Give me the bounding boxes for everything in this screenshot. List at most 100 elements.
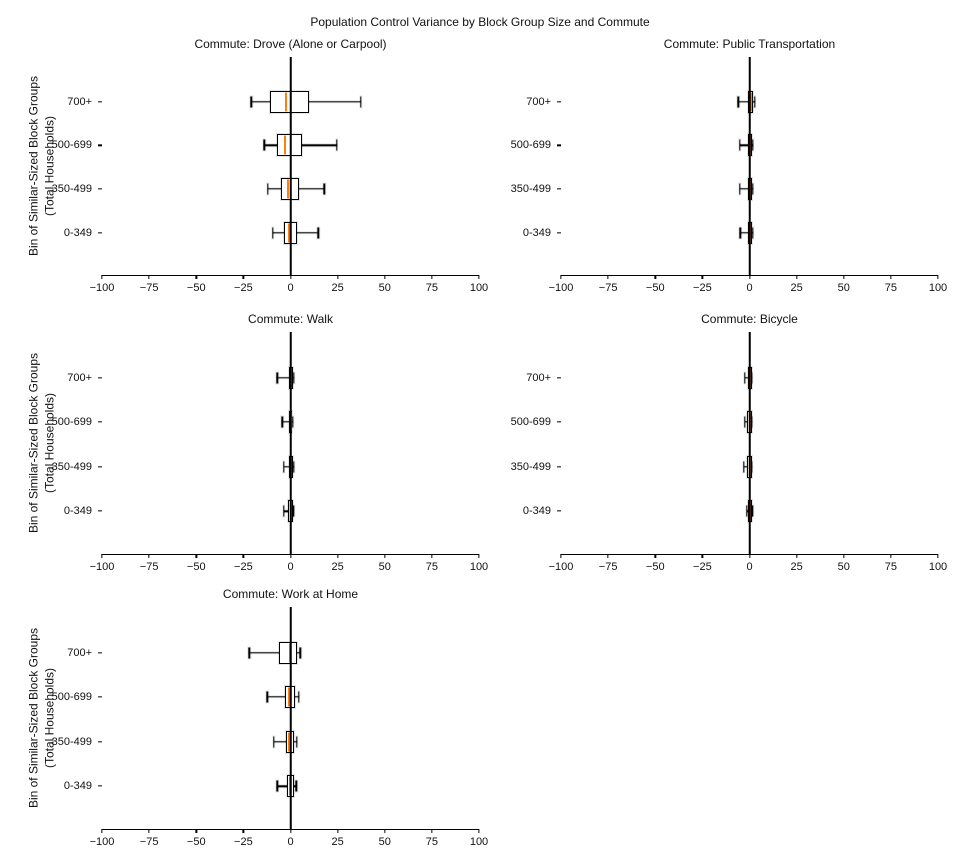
figure-title: Population Control Variance by Block Gro… <box>310 15 650 29</box>
category-label: 700+ <box>67 371 92 384</box>
zero-reference-line <box>289 332 292 554</box>
zero-reference-line <box>748 332 751 554</box>
y-tick <box>557 144 561 146</box>
whisker-cap-low <box>738 183 741 195</box>
x-tick <box>654 554 656 558</box>
whisker-line <box>283 465 294 468</box>
x-tick-label: −25 <box>693 561 712 573</box>
x-tick-label: 0 <box>287 561 294 573</box>
x-tick-label: 75 <box>425 282 438 294</box>
whisker-line <box>738 100 755 103</box>
median-line <box>288 687 291 707</box>
x-tick-label: 100 <box>928 561 948 573</box>
x-tick <box>242 554 245 558</box>
subplot-title: Commute: Public Transportation <box>663 37 836 51</box>
x-tick <box>560 275 562 279</box>
category-label: 500-699 <box>510 415 551 428</box>
x-tick-label: 100 <box>469 836 489 848</box>
whisker-cap-low <box>739 227 741 239</box>
category-label: 0-349 <box>63 780 92 793</box>
x-tick <box>431 275 433 279</box>
category-label: 0-349 <box>63 505 92 518</box>
whisker-line <box>740 232 753 234</box>
x-tick-label: 75 <box>425 836 438 848</box>
y-axis-label-line1: Bin of Similar-Sized Block Groups <box>26 75 41 257</box>
x-tick <box>795 275 798 279</box>
x-tick-label: 0 <box>746 282 753 294</box>
whisker-cap-high <box>292 505 295 517</box>
whisker-line <box>249 651 301 654</box>
x-tick-label: 50 <box>837 282 850 294</box>
subplot-drove: Commute: Drove (Alone or Carpool) Bin of… <box>26 37 488 294</box>
whisker-cap-low <box>744 372 746 383</box>
x-tick <box>654 275 656 279</box>
x-tick <box>795 554 798 558</box>
x-tick-label: −75 <box>139 561 159 573</box>
x-tick <box>195 829 197 833</box>
x-tick-label: 25 <box>331 282 344 294</box>
category-label: 350-499 <box>510 460 551 473</box>
y-tick <box>98 232 102 234</box>
whisker-cap-high <box>750 461 753 473</box>
x-tick-label: 100 <box>469 282 489 294</box>
x-tick <box>607 554 609 558</box>
x-tick <box>384 829 386 833</box>
whisker-cap-low <box>743 461 745 473</box>
category-label: 700+ <box>67 646 92 659</box>
x-tick <box>195 275 197 279</box>
y-axis-label: Bin of Similar-Sized Block Groups (Total… <box>26 628 57 808</box>
category-label: 700+ <box>526 371 551 384</box>
x-tick-label: 50 <box>378 282 391 294</box>
y-axis-label: Bin of Similar-Sized Block Groups (Total… <box>26 76 57 256</box>
y-axis-label-line2: (Total Households) <box>42 392 56 494</box>
y-tick <box>98 376 102 379</box>
x-tick <box>336 275 339 279</box>
x-tick <box>701 275 704 279</box>
whisker-line <box>273 740 297 743</box>
x-tick <box>748 275 751 279</box>
x-tick <box>890 554 892 558</box>
x-tick-label: 25 <box>331 561 344 573</box>
median-line <box>283 135 286 155</box>
whisker-cap-low <box>250 96 253 108</box>
whisker-cap-high <box>751 372 753 383</box>
subplot-public-transportation: Commute: Public Transportation −100 −75 −5… <box>511 37 948 294</box>
whisker-cap-low <box>266 691 268 703</box>
x-tick <box>478 554 480 558</box>
whisker-cap-high <box>299 647 301 658</box>
x-tick-label: −100 <box>548 561 574 573</box>
subplot-bicycle: Commute: Bicycle −100 −75 −50 −25 0 25 50 75 100… <box>511 312 948 573</box>
y-tick <box>557 510 561 512</box>
y-axis-label-line1: Bin of Similar-Sized Block Groups <box>26 352 41 534</box>
x-tick <box>890 275 892 279</box>
x-tick <box>384 554 386 558</box>
x-tick-label: 75 <box>425 561 438 573</box>
whisker-cap-low <box>744 416 746 428</box>
whisker-line <box>267 696 299 698</box>
whisker-cap-low <box>283 505 285 517</box>
x-tick-label: −75 <box>598 282 618 294</box>
y-tick <box>557 376 561 379</box>
whisker-cap-low <box>276 780 278 792</box>
whisker-cap-high <box>298 691 300 703</box>
x-tick <box>148 275 150 279</box>
x-tick <box>607 275 609 279</box>
whisker-line <box>282 421 293 423</box>
x-tick-label: −25 <box>693 282 712 294</box>
plot-area: −100 −75 −50 −25 0 25 50 75 100 700+ 500-699 350-49… <box>52 332 488 573</box>
whisker-line <box>739 188 753 190</box>
y-tick <box>98 785 102 787</box>
whisker-line <box>277 785 297 787</box>
x-tick-label: −25 <box>234 836 253 848</box>
whisker-cap-low <box>737 96 740 108</box>
x-tick <box>384 275 386 279</box>
x-tick <box>843 275 845 279</box>
whisker-cap-low <box>272 227 274 239</box>
whisker-cap-high <box>293 372 295 383</box>
x-tick <box>289 829 292 833</box>
x-tick <box>195 554 197 558</box>
y-axis-label-line2: (Total Households) <box>42 667 56 769</box>
x-tick-label: −100 <box>89 836 115 848</box>
zero-reference-line <box>748 57 751 275</box>
plot-area: −100 −75 −50 −25 0 25 50 75 100 700+ 500-699 350-49… <box>511 332 947 573</box>
